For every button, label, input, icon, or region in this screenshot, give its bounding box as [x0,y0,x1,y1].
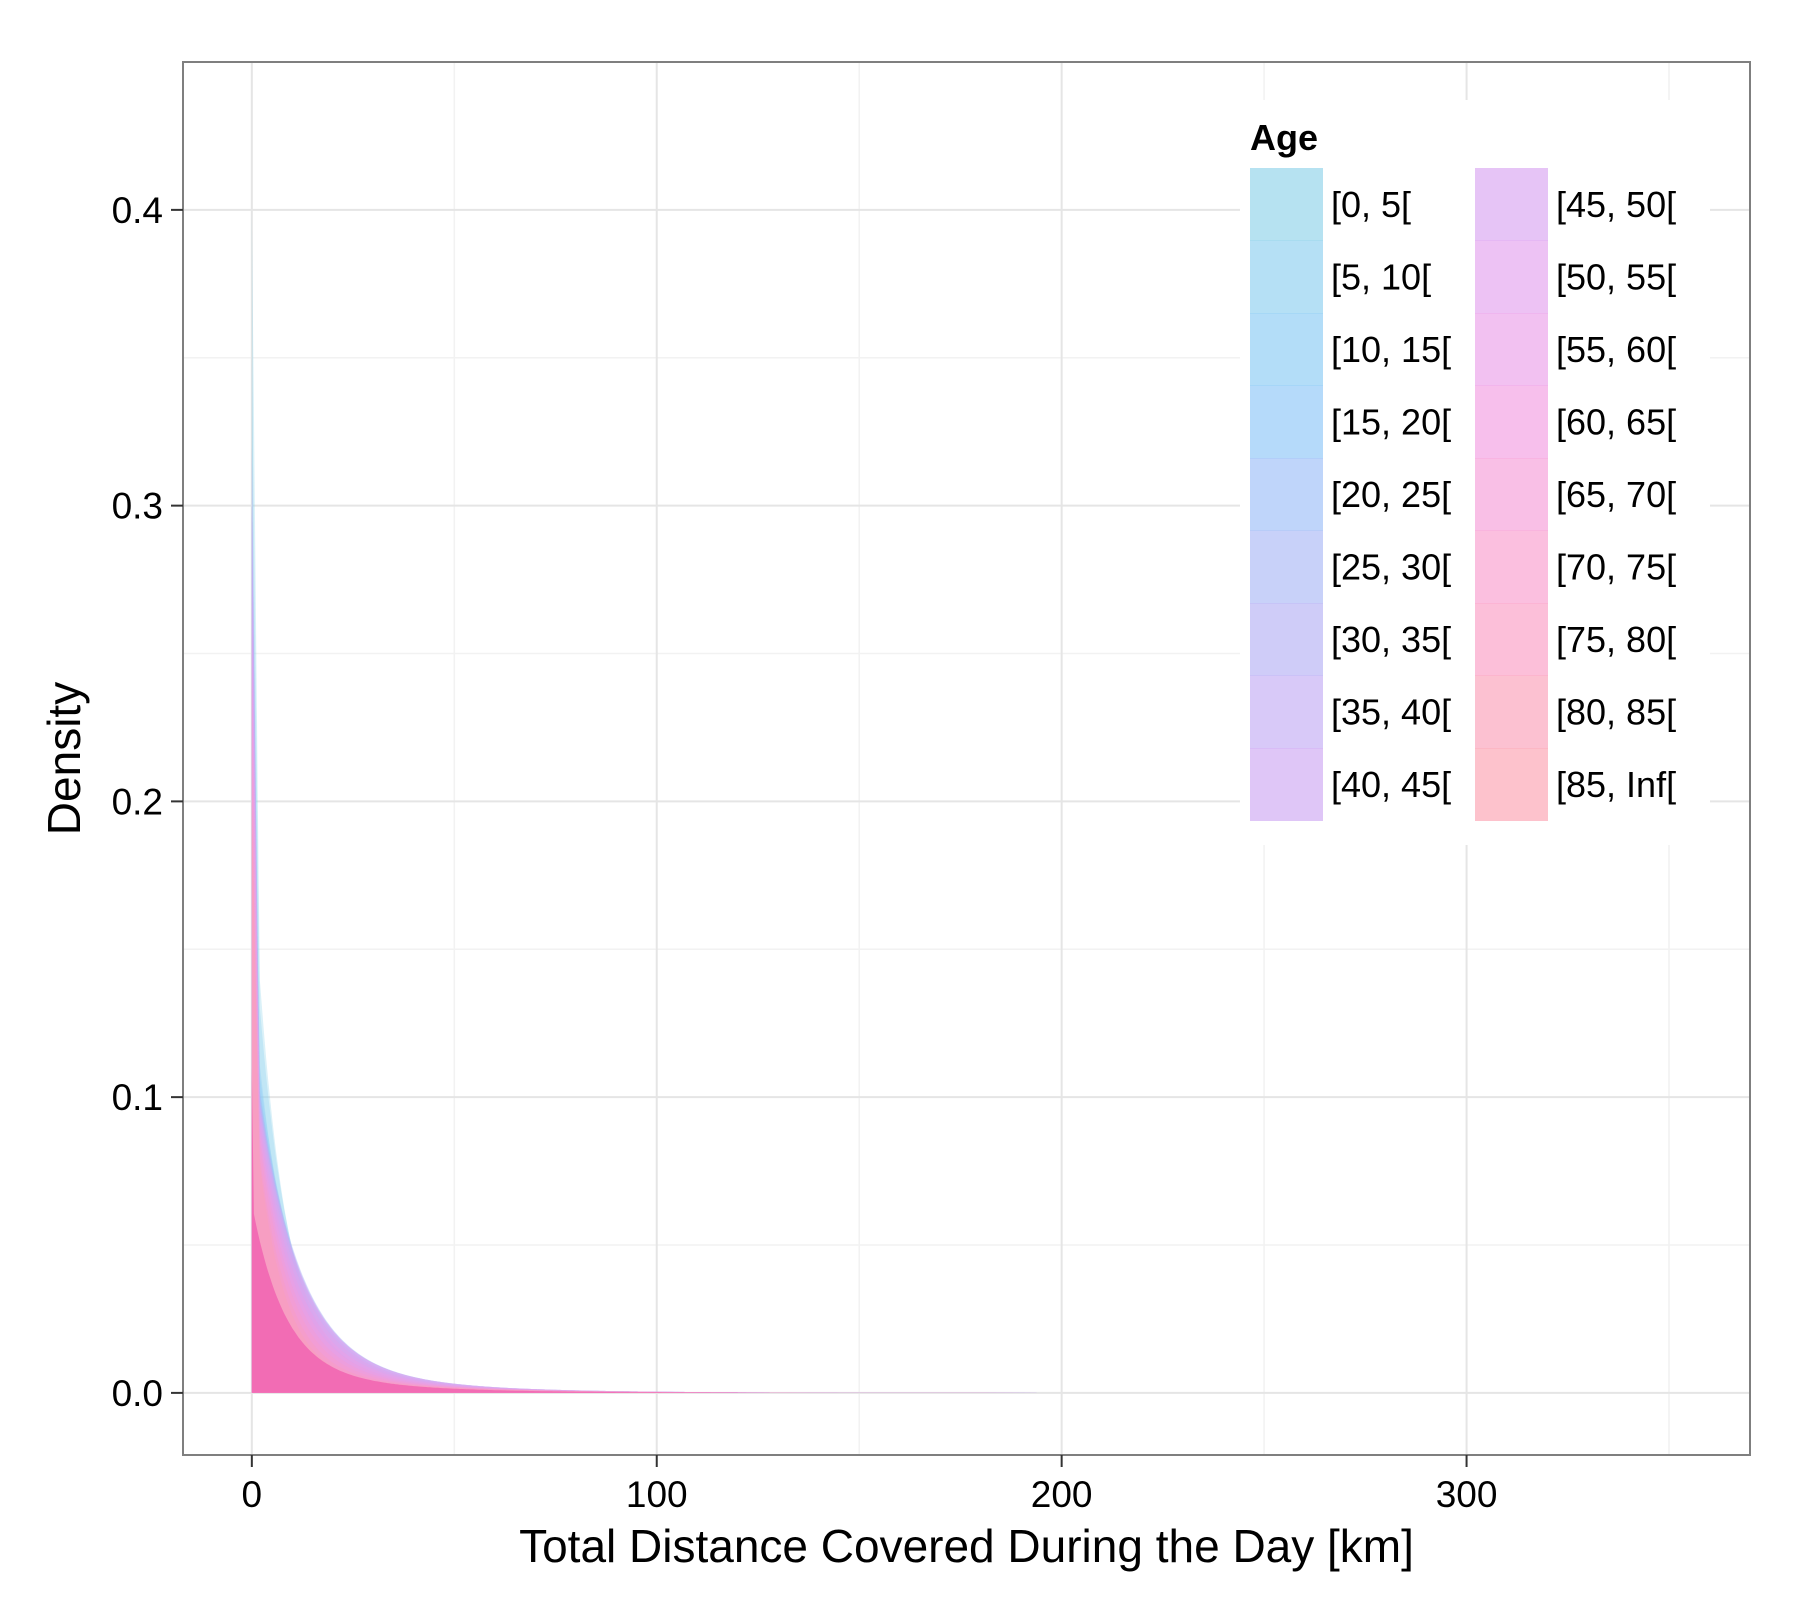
y-axis-title: Density [38,682,90,835]
legend-label: [40, 45[ [1331,764,1451,805]
x-tick-label: 200 [1031,1474,1093,1515]
legend-key [1250,385,1323,459]
x-axis-title: Total Distance Covered During the Day [k… [519,1520,1414,1572]
legend-label: [55, 60[ [1556,329,1676,370]
y-tick-label: 0.0 [112,1373,163,1414]
x-tick-label: 300 [1436,1474,1498,1515]
legend-key [1250,458,1323,531]
legend-label: [50, 55[ [1556,257,1676,298]
legend-label: [60, 65[ [1556,402,1676,443]
y-tick-label: 0.1 [112,1077,163,1118]
legend-items: [0, 5[ [5, 10[ [10, 15[ [15, 20[ [20, 25[ [25… [1250,168,1676,821]
legend-label: [10, 15[ [1331,329,1451,370]
legend-key [1250,313,1323,386]
legend-label: [80, 85[ [1556,692,1676,733]
legend-label: [20, 25[ [1331,474,1451,515]
legend-label: [30, 35[ [1331,619,1451,660]
legend-key [1475,748,1548,821]
legend-key [1475,240,1548,314]
legend-key [1250,240,1323,314]
legend-key [1475,603,1548,676]
legend-label: [35, 40[ [1331,692,1451,733]
y-tick-label: 0.4 [112,190,163,231]
legend-key [1250,530,1323,604]
legend-label: [15, 20[ [1331,402,1451,443]
legend-label: [65, 70[ [1556,474,1676,515]
x-tick-label: 0 [242,1474,263,1515]
legend-label: [70, 75[ [1556,547,1676,588]
legend-title: Age [1250,117,1318,158]
legend-key [1250,603,1323,676]
legend-label: [5, 10[ [1331,257,1431,298]
y-axis-ticks: 0.0 0.1 0.2 0.3 0.4 [112,190,183,1414]
legend-label: [85, Inf[ [1556,764,1676,805]
legend-key [1250,675,1323,749]
legend-label: [0, 5[ [1331,184,1411,225]
plot-border [182,61,1751,1456]
legend-key [1475,168,1548,241]
legend-key [1250,748,1323,821]
density-overlap-area [251,1067,738,1393]
legend-key [1475,458,1548,531]
legend-key [1250,168,1323,241]
density-areas [251,209,1062,1393]
legend-label: [45, 50[ [1556,184,1676,225]
x-tick-label: 100 [626,1474,688,1515]
legend-key [1475,313,1548,386]
x-axis-ticks: 0 100 200 300 [242,1455,1498,1515]
legend: Age [0, 5[ [5, 10[ [10, 15[ [15, 20[ [20, 25… [1240,100,1710,845]
legend-key [1475,530,1548,604]
y-tick-label: 0.3 [112,486,163,527]
legend-key [1475,385,1548,459]
legend-label: [75, 80[ [1556,619,1676,660]
legend-label: [25, 30[ [1331,547,1451,588]
legend-key [1475,675,1548,749]
y-tick-label: 0.2 [112,781,163,822]
